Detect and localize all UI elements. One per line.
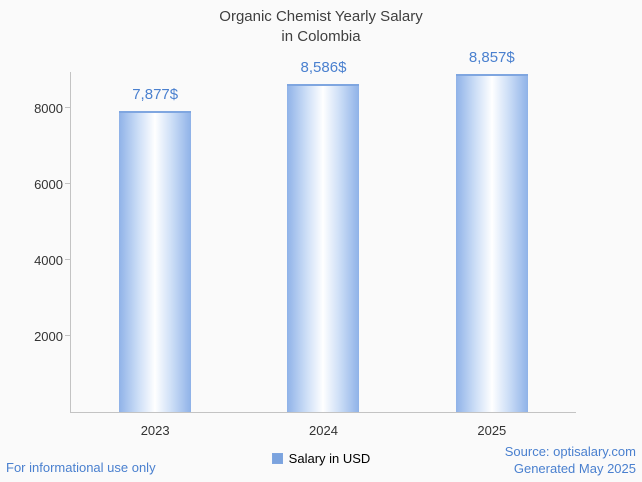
y-tick-mark <box>65 335 71 337</box>
x-tick-label: 2024 <box>309 423 338 438</box>
y-tick-mark <box>65 259 71 261</box>
y-tick-label: 4000 <box>34 253 63 269</box>
y-tick-label: 6000 <box>34 177 63 193</box>
bar-2024[interactable] <box>287 83 360 412</box>
footer-disclaimer: For informational use only <box>6 460 156 475</box>
bar-2023[interactable] <box>119 110 192 412</box>
y-tick-mark <box>65 107 71 109</box>
footer-source-block: Source: optisalary.com Generated May 202… <box>505 444 636 478</box>
x-tick-label: 2023 <box>140 423 170 438</box>
legend-label: Salary in USD <box>288 451 371 466</box>
bar-value-label: 8,586$ <box>300 58 347 76</box>
y-tick-mark <box>65 183 71 185</box>
bar-slot: 8,857$ 2025 <box>408 49 576 438</box>
legend[interactable]: Salary in USD <box>0 451 642 466</box>
x-tick-label: 2025 <box>477 423 507 438</box>
bar-2025[interactable] <box>455 73 528 412</box>
chart-title-line-1: Organic Chemist Yearly Salary <box>219 8 423 25</box>
source-link[interactable]: Source: optisalary.com <box>504 444 636 460</box>
legend-marker-icon <box>271 453 283 464</box>
bar-slot: 7,877$ 2023 <box>71 72 239 438</box>
chart-title-line-2: in Colombia <box>281 27 361 45</box>
bar-slot: 8,586$ 2024 <box>239 59 407 438</box>
bar-value-label: 8,857$ <box>468 48 515 66</box>
y-tick-label: 8000 <box>34 101 63 117</box>
generated-text: Generated May 2025 <box>513 461 636 477</box>
bar-value-label: 7,877$ <box>132 85 179 103</box>
plot-area: 2000 4000 6000 8000 7,877$ 2023 8,586$ 2024 8,85… <box>34 49 576 438</box>
y-tick-label: 2000 <box>34 329 63 345</box>
chart-title: Organic Chemist Yearly Salary in Colombi… <box>0 7 642 46</box>
